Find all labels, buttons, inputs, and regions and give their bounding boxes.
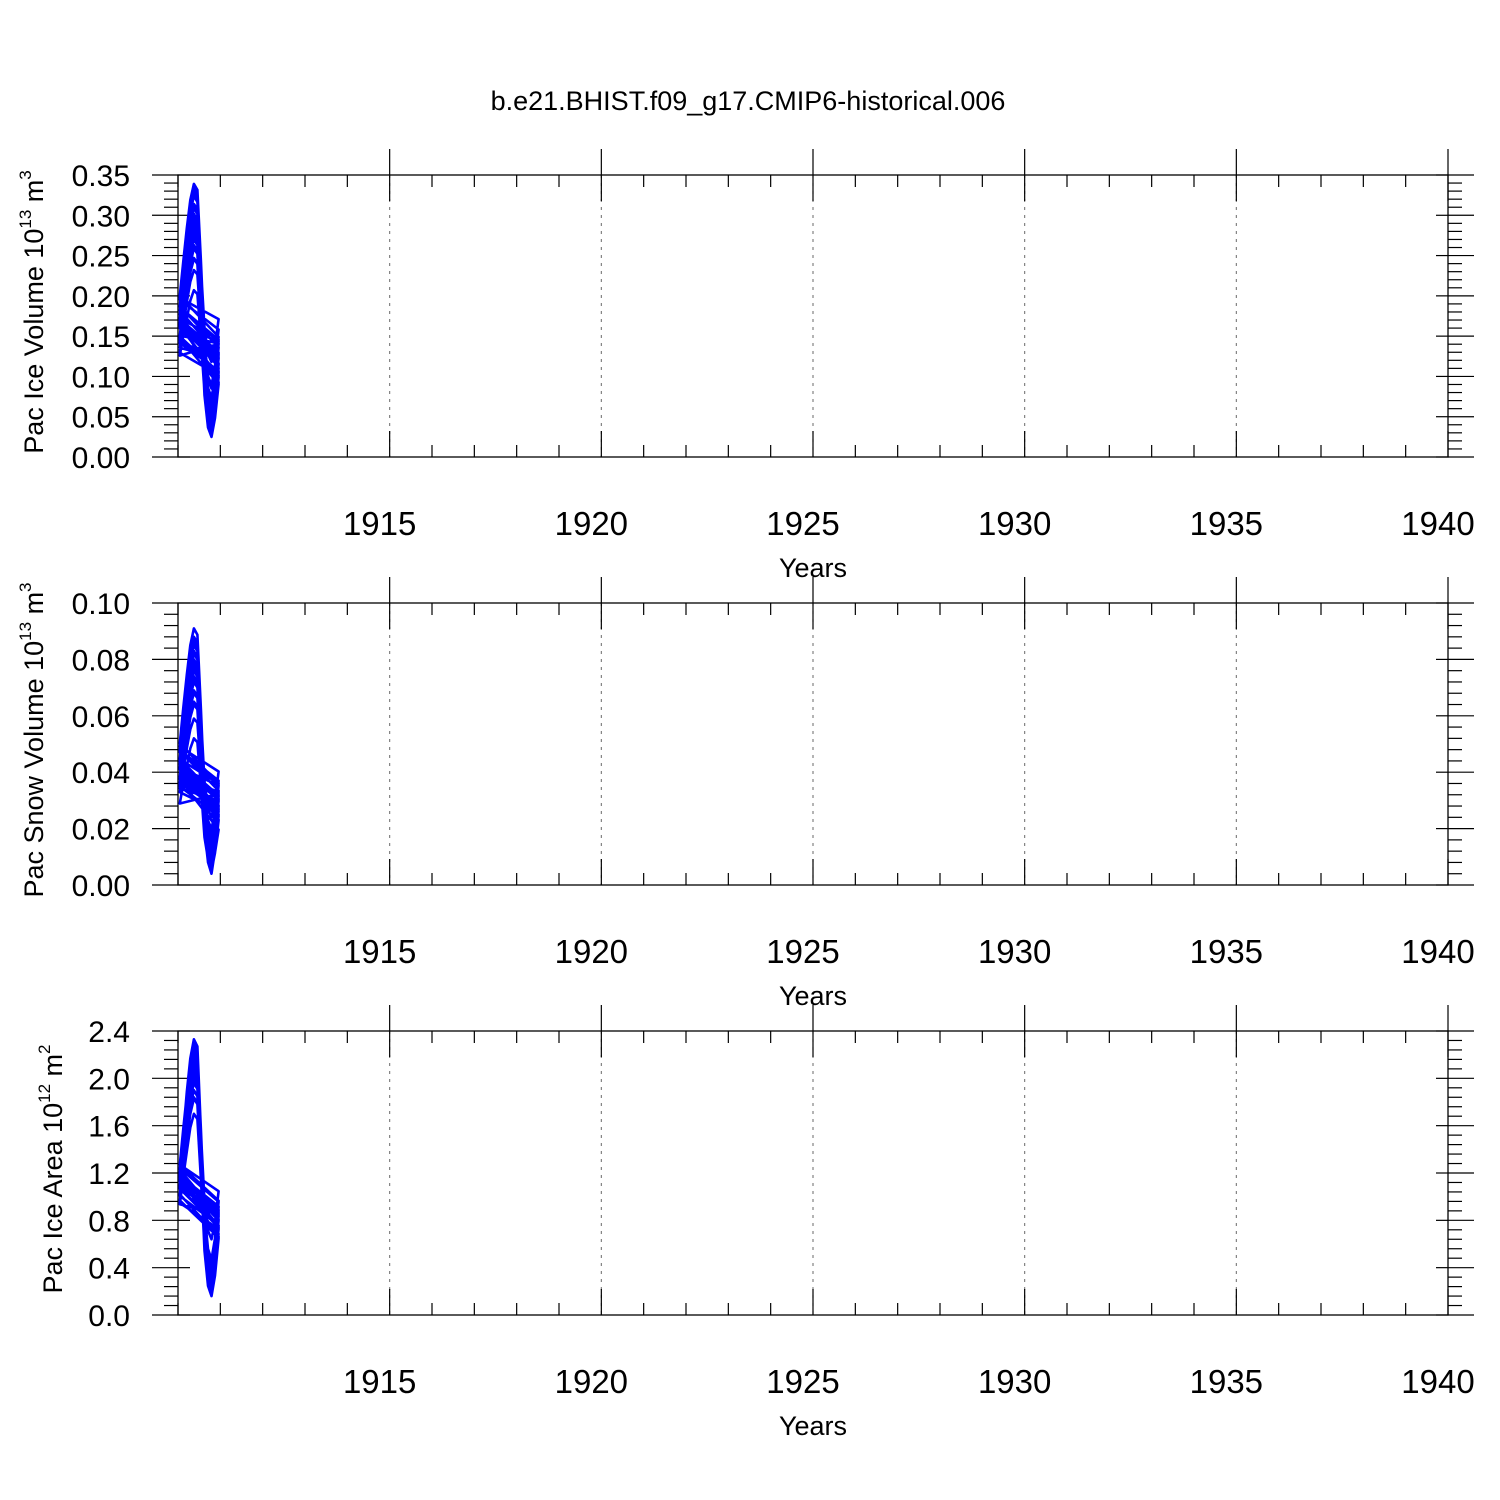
y-tick-label: 0.10 (72, 361, 130, 394)
y-axis-label-ylabel-exp: 12 (35, 1084, 54, 1103)
y-axis-label-ylabel-unit: m (38, 1054, 68, 1084)
pac-ice-volume-series-line (178, 182, 220, 439)
x-tick-label: 1930 (978, 1363, 1051, 1400)
y-tick-label: 0.30 (72, 200, 130, 233)
x-axis-label: Years (779, 1411, 847, 1441)
pac-ice-volume-panel: 0.00 0.05 0.10 0.15 0.20 0.25 0.30 0.35 1915 1920… (16, 149, 1475, 583)
y-axis-label-ylabel-exp: 13 (16, 622, 35, 641)
x-tick-label: 1925 (766, 505, 839, 542)
y-tick-label: 0.20 (72, 281, 130, 314)
y-axis-label: Pac Snow Volume 1013 m3 (16, 582, 49, 897)
y-axis-label-ylabel-unit-exp: 2 (35, 1044, 54, 1053)
x-tick-label: 1940 (1401, 1363, 1474, 1400)
y-tick-label: 2.0 (88, 1063, 130, 1096)
y-axis-label-ylabel-unit: m (19, 592, 49, 622)
x-tick-label: 1930 (978, 933, 1051, 970)
y-axis-label: Pac Ice Area 1012 m2 (35, 1044, 68, 1293)
y-tick-label: 0.4 (88, 1253, 130, 1286)
y-axis-label-ylabel-main: Pac Ice Volume 10 (19, 229, 49, 454)
y-tick-label: 0.15 (72, 321, 130, 354)
x-tick-label: 1925 (766, 1363, 839, 1400)
panels: 0.00 0.05 0.10 0.15 0.20 0.25 0.30 0.35 1915 1920… (16, 149, 1475, 1441)
x-tick-label: 1920 (555, 505, 628, 542)
y-tick-label: 1.6 (88, 1111, 130, 1144)
y-axis-label-ylabel-unit-exp: 3 (16, 170, 35, 179)
y-axis-label: Pac Ice Volume 1013 m3 (16, 170, 49, 454)
pac-snow-volume-panel: 0.00 0.02 0.04 0.06 0.08 0.10 1915 1920 1925 1930… (16, 577, 1475, 1011)
x-tick-label: 1915 (343, 505, 416, 542)
pac-ice-area-series-line (178, 1038, 220, 1298)
y-tick-label: 0.04 (72, 757, 130, 790)
y-tick-label: 2.4 (88, 1016, 130, 1049)
x-tick-label: 1920 (555, 1363, 628, 1400)
y-tick-label: 0.8 (88, 1205, 130, 1238)
y-axis-label-ylabel-unit-exp: 3 (16, 582, 35, 591)
x-tick-label: 1915 (343, 933, 416, 970)
x-tick-label: 1930 (978, 505, 1051, 542)
y-axis-label-ylabel-unit: m (19, 180, 49, 210)
y-tick-label: 0.00 (72, 442, 130, 475)
y-axis-label-ylabel-main: Pac Snow Volume 10 (19, 641, 49, 898)
y-tick-label: 0.35 (72, 160, 130, 193)
y-axis-label-ylabel-exp: 13 (16, 210, 35, 229)
x-tick-label: 1940 (1401, 505, 1474, 542)
y-tick-label: 0.0 (88, 1300, 130, 1333)
x-tick-label: 1925 (766, 933, 839, 970)
y-tick-label: 0.06 (72, 701, 130, 734)
x-tick-label: 1915 (343, 1363, 416, 1400)
y-tick-label: 0.10 (72, 588, 130, 621)
x-tick-label: 1935 (1190, 933, 1263, 970)
pac-snow-volume-series-line (178, 627, 220, 875)
y-tick-label: 1.2 (88, 1158, 130, 1191)
pac-ice-area-panel: 0.0 0.4 0.8 1.2 1.6 2.0 2.4 1915 1920 1925 1930 193… (35, 1005, 1475, 1441)
y-tick-label: 0.25 (72, 241, 130, 274)
x-tick-label: 1935 (1190, 1363, 1263, 1400)
x-tick-label: 1920 (555, 933, 628, 970)
y-tick-label: 0.02 (72, 814, 130, 847)
y-tick-label: 0.05 (72, 402, 130, 435)
figure-title: b.e21.BHIST.f09_g17.CMIP6-historical.006 (491, 86, 1006, 116)
x-tick-label: 1935 (1190, 505, 1263, 542)
y-tick-label: 0.08 (72, 644, 130, 677)
y-axis-label-ylabel-main: Pac Ice Area 10 (38, 1103, 68, 1294)
y-tick-label: 0.00 (72, 870, 130, 903)
x-tick-label: 1940 (1401, 933, 1474, 970)
